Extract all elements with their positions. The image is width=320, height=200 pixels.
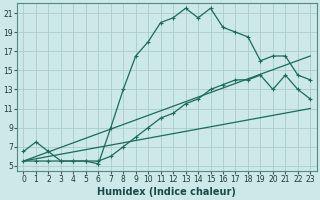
X-axis label: Humidex (Indice chaleur): Humidex (Indice chaleur)	[98, 187, 236, 197]
